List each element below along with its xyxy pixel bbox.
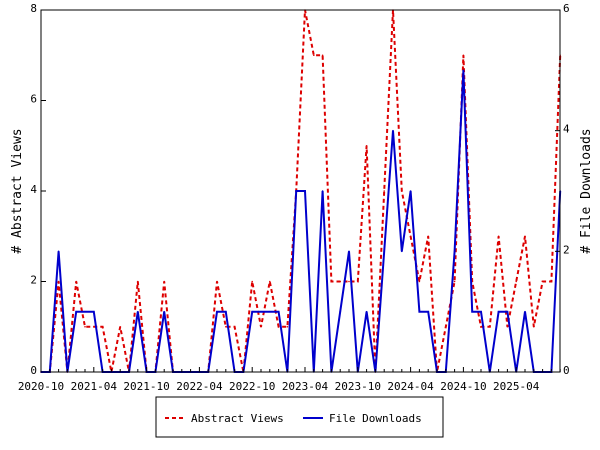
data-point-file-downloads [401,250,403,253]
legend: Abstract Views File Downloads [155,396,444,438]
data-point-abstract-views [101,325,104,328]
data-point-abstract-views [216,280,218,283]
x-tick-label: 2025-04 [493,380,540,393]
data-point-file-downloads [418,310,421,313]
data-point-file-downloads [480,310,482,313]
data-point-abstract-views [233,325,236,328]
data-point-abstract-views [137,280,139,283]
data-point-file-downloads [57,250,60,253]
data-point-abstract-views [365,144,368,147]
data-point-file-downloads [137,310,139,313]
y-tick-label-right: 4 [563,123,570,136]
data-point-abstract-views [541,280,544,283]
data-point-file-downloads [321,190,324,192]
data-point-file-downloads [427,310,430,313]
data-point-abstract-views [524,235,526,238]
y-axis-label-left: # Abstract Views [10,128,25,253]
data-point-abstract-views [75,280,77,283]
data-point-abstract-views [321,54,324,57]
x-tick-label: 2024-10 [440,380,486,393]
data-point-file-downloads [216,310,218,313]
x-tick-label: 2024-04 [387,380,434,393]
data-point-abstract-views [339,280,342,283]
data-point-file-downloads [295,190,298,192]
data-point-file-downloads [225,310,227,313]
data-point-abstract-views [251,280,253,283]
data-point-file-downloads [75,310,77,313]
series-line-file-downloads [41,70,562,373]
y-tick-label-right: 6 [563,2,570,15]
data-point-file-downloads [453,250,456,253]
y-tick-label-right: 2 [563,243,570,256]
data-point-abstract-views [383,190,386,192]
data-point-abstract-views [313,54,315,57]
x-tick-label: 2023-10 [335,380,381,393]
data-point-abstract-views [497,235,500,238]
y-tick-label-left: 6 [30,93,37,106]
data-point-abstract-views [550,280,553,283]
data-point-abstract-views [480,325,482,328]
data-point-file-downloads [497,310,500,313]
data-point-abstract-views [93,325,95,328]
x-tick-label: 2021-10 [123,380,169,393]
data-point-abstract-views [277,325,280,328]
y-tick-label-left: 0 [30,364,37,377]
y-tick-label-left: 8 [30,2,37,15]
legend-label-file-downloads: File Downloads [329,412,422,425]
data-point-abstract-views [409,235,412,238]
data-point-abstract-views [453,280,456,283]
data-point-file-downloads [251,310,253,313]
data-point-abstract-views [506,325,509,328]
data-point-file-downloads [93,310,95,313]
legend-box [155,396,444,438]
data-point-abstract-views [269,280,271,283]
y-axis-label-right: # File Downloads [579,128,594,253]
data-point-abstract-views [427,235,430,238]
data-point-file-downloads [304,190,306,192]
data-point-file-downloads [462,69,465,72]
data-point-abstract-views [225,325,227,328]
data-point-file-downloads [471,310,474,313]
data-point-file-downloads [84,310,86,313]
x-tick-label: 2020-10 [18,380,64,393]
data-point-abstract-views [84,325,86,328]
data-point-abstract-views [489,325,491,328]
data-point-abstract-views [260,325,262,328]
y-tick-label-left: 4 [30,183,37,196]
data-point-abstract-views [330,280,333,283]
x-tick-label: 2023-04 [282,380,329,393]
data-point-abstract-views [418,280,421,283]
data-point-file-downloads [506,310,509,313]
data-point-file-downloads [277,310,280,313]
data-point-file-downloads [339,310,342,313]
data-point-file-downloads [269,310,271,313]
data-point-file-downloads [524,310,526,313]
data-point-abstract-views [57,280,60,283]
data-point-file-downloads [163,310,165,313]
data-point-file-downloads [365,310,368,313]
data-point-file-downloads [383,250,386,253]
data-point-abstract-views [119,325,121,328]
y-tick-label-left: 2 [30,274,37,287]
data-point-file-downloads [392,129,394,132]
data-point-abstract-views [401,190,403,192]
data-point-file-downloads [260,310,262,313]
legend-label-abstract-views: Abstract Views [191,412,284,425]
data-point-file-downloads [409,190,412,192]
data-point-abstract-views [445,325,447,328]
data-point-abstract-views [515,280,517,283]
x-tick-label: 2022-04 [176,380,223,393]
data-point-abstract-views [533,325,535,328]
data-point-file-downloads [348,250,350,253]
data-point-abstract-views [163,280,165,283]
x-tick-label: 2021-04 [71,380,118,393]
data-point-abstract-views [348,280,350,283]
series-line-abstract-views [41,9,562,373]
data-point-abstract-views [357,280,359,283]
data-point-abstract-views [462,54,465,57]
x-tick-label: 2022-10 [229,380,275,393]
y-tick-label-right: 0 [563,364,570,377]
data-point-abstract-views [286,325,289,328]
